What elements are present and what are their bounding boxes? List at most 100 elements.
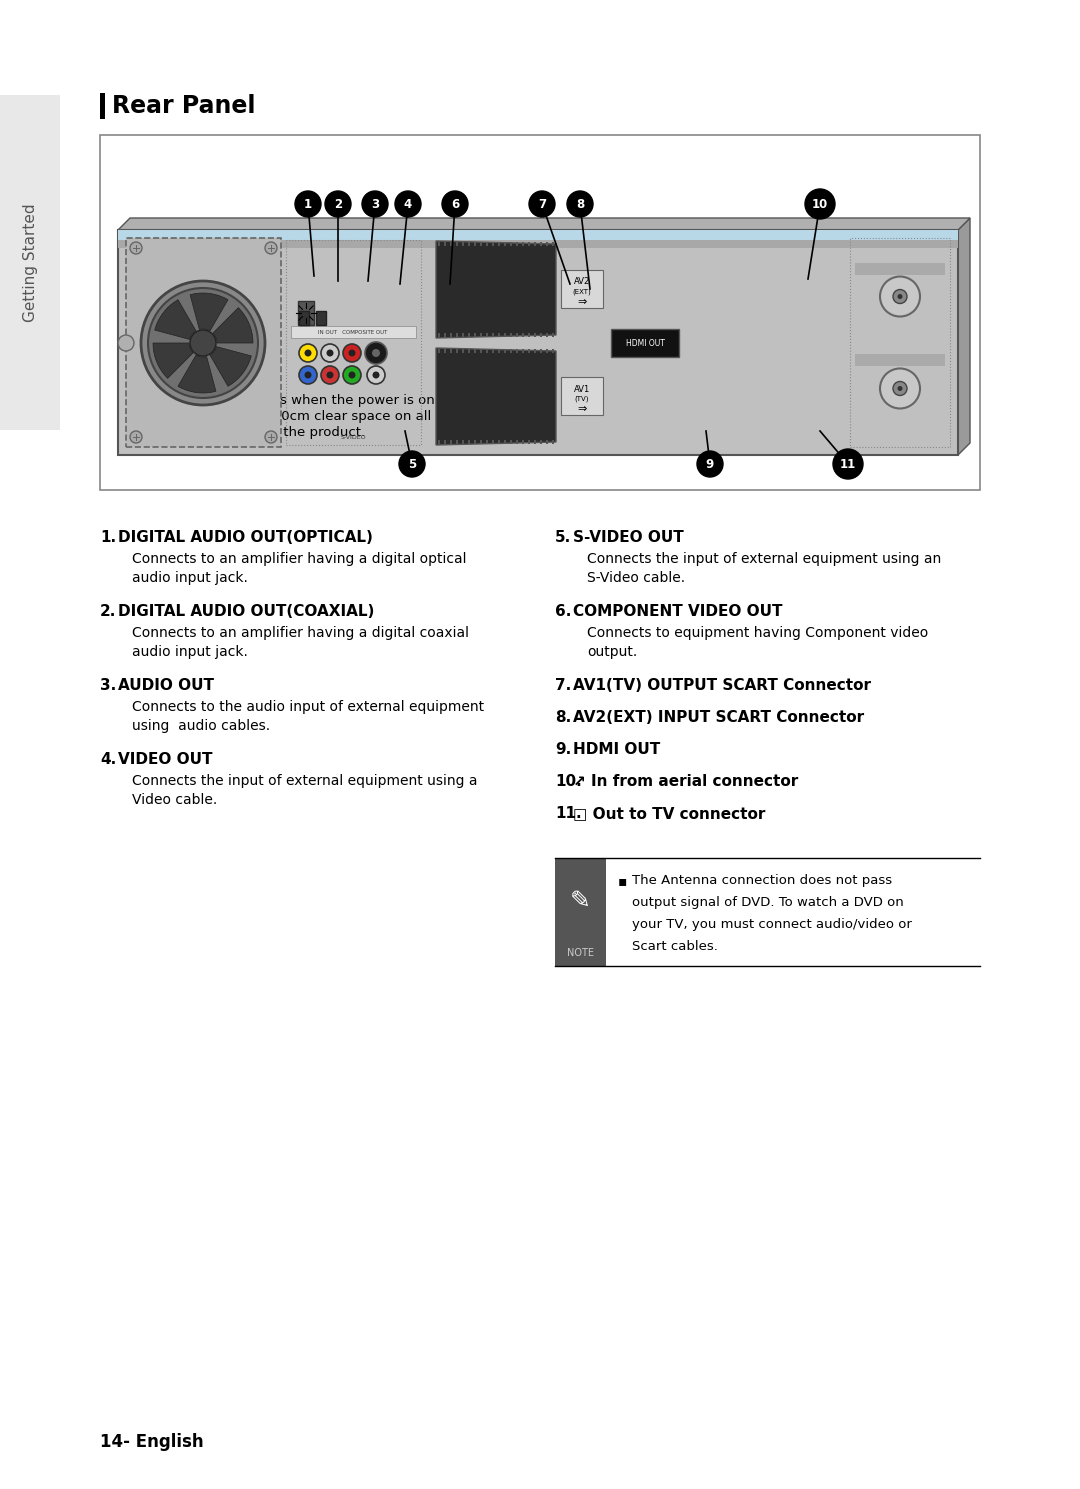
Bar	[444, 348, 446, 353]
Bar	[545, 441, 548, 444]
Text: Connects the input of external equipment using a: Connects the input of external equipment…	[132, 774, 477, 788]
Circle shape	[130, 243, 141, 255]
Bar	[522, 348, 524, 353]
Bar	[316, 311, 326, 325]
Circle shape	[697, 451, 723, 476]
Bar	[100, 92, 105, 119]
Text: IN OUT   COMPOSITE OUT: IN OUT COMPOSITE OUT	[319, 329, 388, 335]
Circle shape	[295, 191, 321, 217]
Bar	[486, 334, 488, 337]
Text: using  audio cables.: using audio cables.	[132, 719, 270, 733]
Text: Connects to an amplifier having a digital coaxial: Connects to an amplifier having a digita…	[132, 625, 469, 640]
Circle shape	[529, 191, 555, 217]
Bar	[456, 243, 458, 246]
Bar	[449, 441, 453, 444]
Bar	[611, 329, 679, 357]
Text: 14- English: 14- English	[100, 1432, 204, 1450]
Text: □ Out to TV connector: □ Out to TV connector	[573, 806, 766, 820]
Polygon shape	[154, 299, 195, 339]
Bar	[456, 348, 458, 353]
Text: 3: 3	[370, 198, 379, 210]
Circle shape	[130, 430, 141, 444]
Text: 10: 10	[812, 198, 828, 210]
Text: 4.: 4.	[100, 752, 117, 767]
Text: Fan: Fan	[126, 363, 154, 378]
Polygon shape	[213, 308, 253, 342]
Bar	[461, 441, 464, 444]
Text: AV1(TV) OUTPUT SCART Connector: AV1(TV) OUTPUT SCART Connector	[573, 677, 870, 692]
Text: DIGITAL AUDIO OUT(COAXIAL): DIGITAL AUDIO OUT(COAXIAL)	[118, 605, 375, 619]
Bar	[855, 354, 945, 366]
Bar	[444, 243, 446, 246]
Text: Connects to the audio input of external equipment: Connects to the audio input of external …	[132, 700, 484, 715]
Bar	[855, 262, 945, 274]
Text: 5.: 5.	[555, 530, 571, 545]
Text: AV1: AV1	[573, 384, 590, 393]
Text: Scart cables.: Scart cables.	[632, 940, 717, 953]
Bar	[552, 243, 554, 246]
Polygon shape	[436, 348, 556, 445]
Circle shape	[567, 191, 593, 217]
Circle shape	[442, 191, 468, 217]
Bar	[522, 334, 524, 337]
Text: 6: 6	[450, 198, 459, 210]
Text: ↗ In from aerial connector: ↗ In from aerial connector	[573, 774, 798, 789]
Text: Connects the input of external equipment using an: Connects the input of external equipment…	[588, 552, 942, 566]
Bar	[555, 858, 606, 966]
Text: (TV): (TV)	[575, 396, 590, 402]
Bar	[444, 441, 446, 444]
Circle shape	[362, 191, 388, 217]
Bar	[515, 334, 518, 337]
Text: (EXT): (EXT)	[572, 289, 592, 295]
Circle shape	[365, 342, 387, 363]
Circle shape	[893, 289, 907, 304]
Text: 6.: 6.	[555, 605, 571, 619]
Bar	[299, 311, 309, 325]
Circle shape	[395, 191, 421, 217]
Circle shape	[373, 371, 379, 378]
Bar	[527, 243, 530, 246]
Text: your TV, you must connect audio/video or: your TV, you must connect audio/video or	[632, 919, 912, 931]
Bar	[510, 243, 512, 246]
Text: COMPONENT VIDEO OUT: COMPONENT VIDEO OUT	[573, 605, 783, 619]
Text: 3.: 3.	[100, 677, 117, 692]
Text: 7: 7	[538, 198, 546, 210]
Circle shape	[343, 344, 361, 362]
Circle shape	[880, 368, 920, 408]
Circle shape	[343, 366, 361, 384]
Circle shape	[299, 344, 318, 362]
Text: 2: 2	[334, 198, 342, 210]
Bar	[503, 348, 507, 353]
Bar	[437, 243, 440, 246]
Bar	[552, 441, 554, 444]
Bar	[503, 441, 507, 444]
Bar	[449, 334, 453, 337]
Bar	[498, 334, 500, 337]
Bar	[510, 348, 512, 353]
Bar	[515, 243, 518, 246]
Text: HDMI OUT: HDMI OUT	[625, 338, 664, 347]
Bar	[480, 243, 482, 246]
Circle shape	[880, 277, 920, 317]
Bar	[503, 334, 507, 337]
Bar	[486, 441, 488, 444]
Bar	[473, 348, 476, 353]
Text: S-Video cable.: S-Video cable.	[588, 570, 685, 585]
Bar	[461, 243, 464, 246]
Bar	[126, 238, 281, 447]
Bar	[456, 334, 458, 337]
Text: 9.: 9.	[555, 742, 571, 756]
Text: VIDEO OUT: VIDEO OUT	[118, 752, 213, 767]
Bar	[491, 243, 494, 246]
Polygon shape	[153, 342, 193, 378]
Bar	[491, 441, 494, 444]
Text: S-VIDEO OUT: S-VIDEO OUT	[573, 530, 684, 545]
Text: The Antenna connection does not pass: The Antenna connection does not pass	[632, 874, 892, 887]
Text: 11: 11	[840, 457, 856, 471]
Bar	[552, 334, 554, 337]
Circle shape	[321, 366, 339, 384]
Text: DIGITAL AUDIO OUT(OPTICAL): DIGITAL AUDIO OUT(OPTICAL)	[118, 530, 373, 545]
Bar	[510, 441, 512, 444]
Text: ⇒: ⇒	[578, 296, 586, 307]
Bar	[298, 301, 314, 325]
